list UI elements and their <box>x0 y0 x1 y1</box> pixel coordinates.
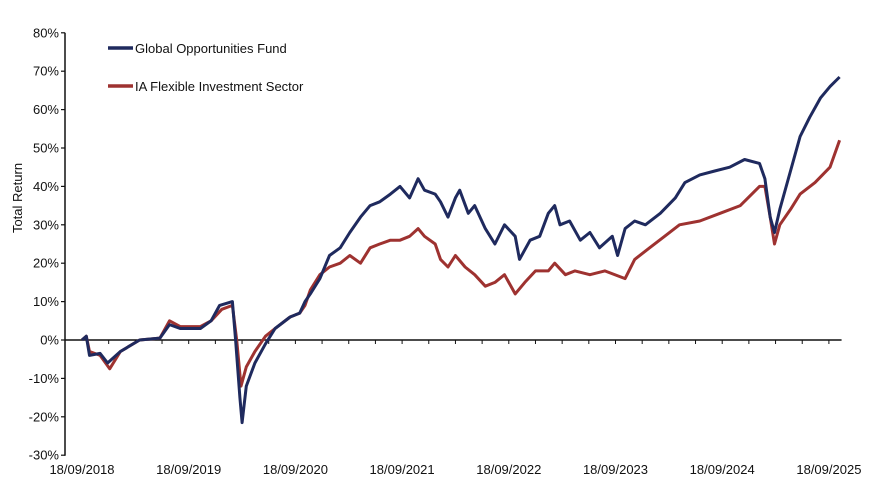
x-tick-label: 18/09/2023 <box>583 462 648 477</box>
x-tick-label: 18/09/2018 <box>49 462 114 477</box>
y-tick-label: -10% <box>29 371 60 386</box>
legend: Global Opportunities Fund IA Flexible In… <box>108 41 304 94</box>
series-line-fund <box>81 75 841 425</box>
y-tick-label: 80% <box>33 25 59 40</box>
legend-label-sector: IA Flexible Investment Sector <box>135 79 304 94</box>
x-tick-label: 18/09/2021 <box>370 462 435 477</box>
legend-label-fund: Global Opportunities Fund <box>135 41 287 56</box>
y-tick-label: 60% <box>33 102 59 117</box>
series-line-sector <box>81 139 842 388</box>
x-tick-label: 18/09/2024 <box>690 462 755 477</box>
y-tick-label: 20% <box>33 256 59 271</box>
x-tick-label: 18/09/2022 <box>476 462 541 477</box>
y-tick-label: 70% <box>33 64 59 79</box>
y-tick-label: 0% <box>40 333 59 348</box>
y-tick-label: 10% <box>33 294 59 309</box>
x-tick-label: 18/09/2025 <box>796 462 861 477</box>
y-tick-label: 50% <box>33 141 59 156</box>
axes: -30% -20% -10% 0% 10% 20% 30% 40% 50% 60% 70% 80% 18… <box>29 25 862 477</box>
series-lines <box>81 75 842 425</box>
y-tick-label: 40% <box>33 179 59 194</box>
y-tick-label: 30% <box>33 217 59 232</box>
y-tick-label: -30% <box>29 448 60 463</box>
y-axis-label: Total Return <box>10 163 25 233</box>
x-tick-label: 18/09/2020 <box>263 462 328 477</box>
y-tick-label: -20% <box>29 409 60 424</box>
x-tick-label: 18/09/2019 <box>156 462 221 477</box>
